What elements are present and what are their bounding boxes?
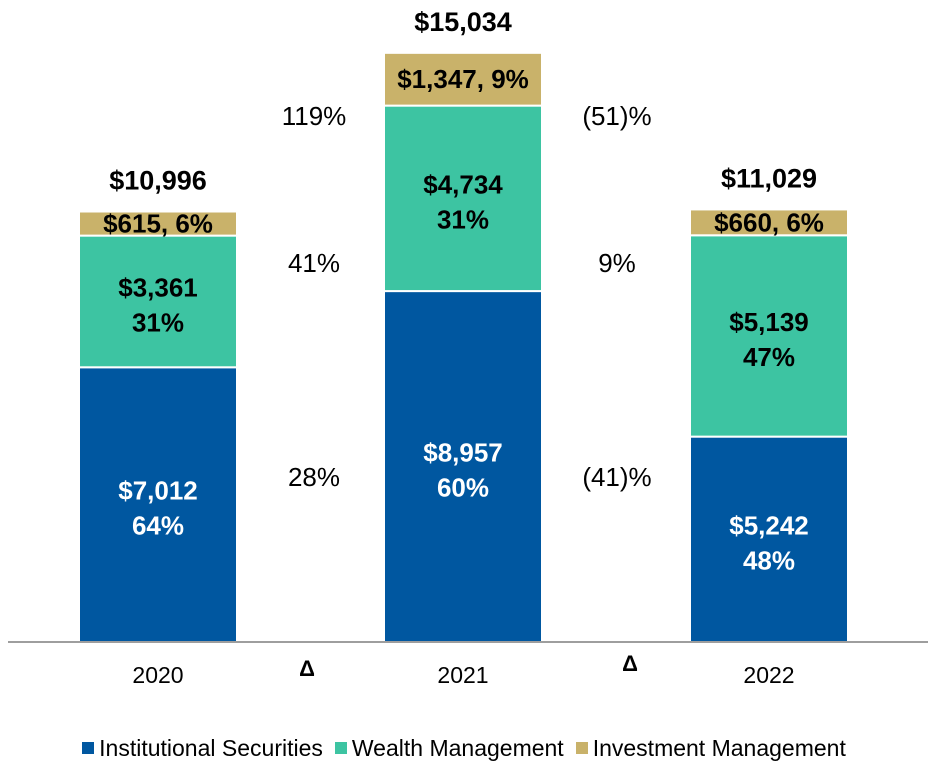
total-label: $15,034 (414, 7, 512, 37)
bar-wealth-management-2020 (78, 234, 238, 369)
total-label: $10,996 (109, 166, 207, 196)
label-wealth-management-value: $4,734 (423, 169, 503, 199)
label-investment-management: $615, 6% (103, 209, 213, 239)
legend-item-investment-management: Investment Management (575, 734, 846, 762)
x-tick-label: 2020 (132, 662, 183, 688)
delta-symbol: Δ (622, 651, 638, 676)
legend-swatch (334, 742, 347, 754)
label-wealth-management-share: 31% (437, 204, 489, 234)
bar-institutional-securities-2020 (78, 366, 238, 643)
legend-swatch (575, 742, 588, 754)
label-wealth-management-value: $3,361 (118, 272, 198, 302)
legend-item-wealth-management: Wealth Management (334, 734, 564, 762)
delta-institutional-securities: 28% (288, 462, 340, 492)
label-institutional-securities-value: $5,242 (729, 510, 809, 540)
label-institutional-securities-share: 64% (132, 511, 184, 541)
delta-investment-management: (51)% (582, 101, 651, 131)
x-tick-label: 2022 (743, 662, 794, 688)
label-institutional-securities-share: 60% (437, 473, 489, 503)
legend-label: Investment Management (592, 734, 846, 761)
label-institutional-securities-value: $7,012 (118, 476, 198, 506)
legend-label: Institutional Securities (99, 734, 323, 761)
delta-symbol: Δ (299, 656, 315, 681)
stacked-bar-chart: $7,012 64% $3,361 31% $615, 6% $10,996 2020 $8,… (8, 7, 928, 688)
delta-wealth-management: 41% (288, 248, 340, 278)
delta-investment-management: 119% (282, 101, 347, 131)
label-investment-management: $1,347, 9% (397, 64, 529, 94)
bar-wealth-management-2022 (689, 234, 849, 438)
label-wealth-management-share: 47% (743, 342, 795, 372)
label-investment-management: $660, 6% (714, 207, 824, 237)
bar-investment-management-2021 (383, 51, 543, 107)
bar-institutional-securities-2021 (383, 290, 543, 643)
label-institutional-securities-share: 48% (743, 545, 795, 575)
label-wealth-management-share: 31% (132, 307, 184, 337)
legend-item-institutional-securities: Institutional Securities (82, 735, 323, 762)
legend-swatch (82, 742, 95, 754)
label-institutional-securities-value: $8,957 (423, 438, 503, 468)
x-tick-label: 2021 (437, 662, 488, 688)
legend: Institutional Securities Wealth Manageme… (0, 731, 928, 765)
legend-label: Wealth Management (351, 734, 564, 761)
bar-investment-management-2020 (78, 210, 238, 237)
delta-wealth-management: 9% (598, 248, 636, 278)
total-label: $11,029 (721, 163, 817, 193)
bar-wealth-management-2021 (383, 104, 543, 293)
delta-institutional-securities: (41)% (582, 462, 651, 492)
label-wealth-management-value: $5,139 (729, 307, 809, 337)
bar-investment-management-2022 (689, 208, 849, 237)
